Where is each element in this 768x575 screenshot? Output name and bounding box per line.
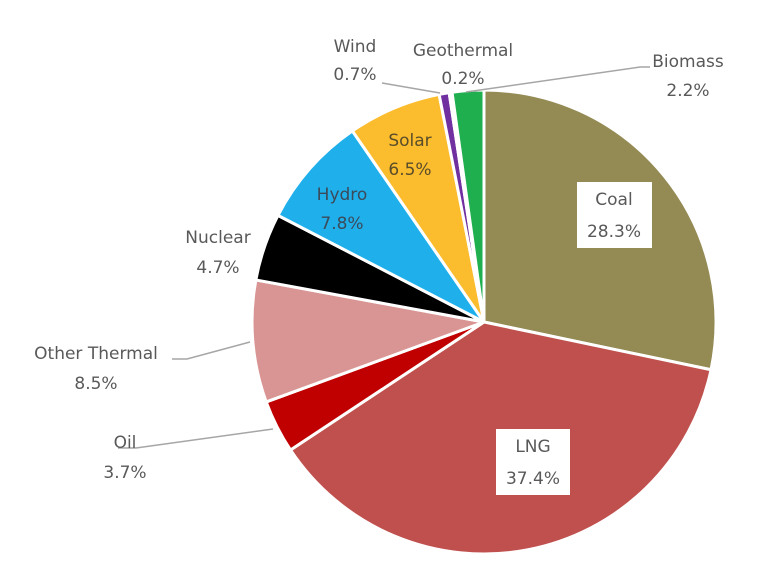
label-geothermal: Geothermal 0.2% bbox=[413, 41, 513, 89]
label-lng-value: 37.4% bbox=[506, 469, 560, 489]
label-other-thermal: Other Thermal 8.5% bbox=[34, 344, 158, 394]
slice-other-thermal bbox=[250, 278, 486, 404]
label-oil-value: 3.7% bbox=[103, 463, 146, 483]
label-biomass-name: Biomass bbox=[652, 52, 724, 72]
label-solar: Solar 6.5% bbox=[388, 131, 431, 180]
pie-slices bbox=[250, 88, 718, 556]
leader-lines bbox=[118, 66, 650, 449]
label-coal-value: 28.3% bbox=[587, 222, 641, 242]
leader-line-biomass bbox=[465, 66, 650, 93]
label-coal: Coal 28.3% bbox=[577, 182, 652, 248]
label-other-thermal-name: Other Thermal bbox=[34, 344, 158, 364]
label-hydro: Hydro 7.8% bbox=[317, 185, 368, 234]
label-solar-value: 6.5% bbox=[388, 160, 431, 180]
label-nuclear: Nuclear 4.7% bbox=[185, 228, 250, 278]
label-hydro-value: 7.8% bbox=[320, 214, 363, 234]
label-lng-name: LNG bbox=[515, 437, 550, 457]
label-lng: LNG 37.4% bbox=[496, 429, 570, 495]
leader-line-wind bbox=[381, 82, 441, 94]
label-nuclear-value: 4.7% bbox=[196, 258, 239, 278]
label-oil-name: Oil bbox=[114, 433, 137, 453]
label-wind-value: 0.7% bbox=[333, 65, 376, 85]
leader-line-oil bbox=[118, 428, 274, 449]
label-coal-name: Coal bbox=[595, 190, 632, 210]
label-biomass-value: 2.2% bbox=[666, 81, 709, 101]
label-wind: Wind 0.7% bbox=[333, 37, 376, 85]
label-hydro-name: Hydro bbox=[317, 185, 368, 205]
leader-line-other-thermal bbox=[172, 341, 251, 360]
slice-hydro bbox=[276, 129, 486, 324]
label-geothermal-value: 0.2% bbox=[441, 69, 484, 89]
label-biomass: Biomass 2.2% bbox=[652, 52, 724, 101]
label-geothermal-name: Geothermal bbox=[413, 41, 513, 61]
label-solar-name: Solar bbox=[388, 131, 431, 151]
label-other-thermal-value: 8.5% bbox=[74, 374, 117, 394]
label-oil: Oil 3.7% bbox=[103, 433, 146, 483]
label-nuclear-name: Nuclear bbox=[185, 228, 250, 248]
label-wind-name: Wind bbox=[334, 37, 377, 57]
